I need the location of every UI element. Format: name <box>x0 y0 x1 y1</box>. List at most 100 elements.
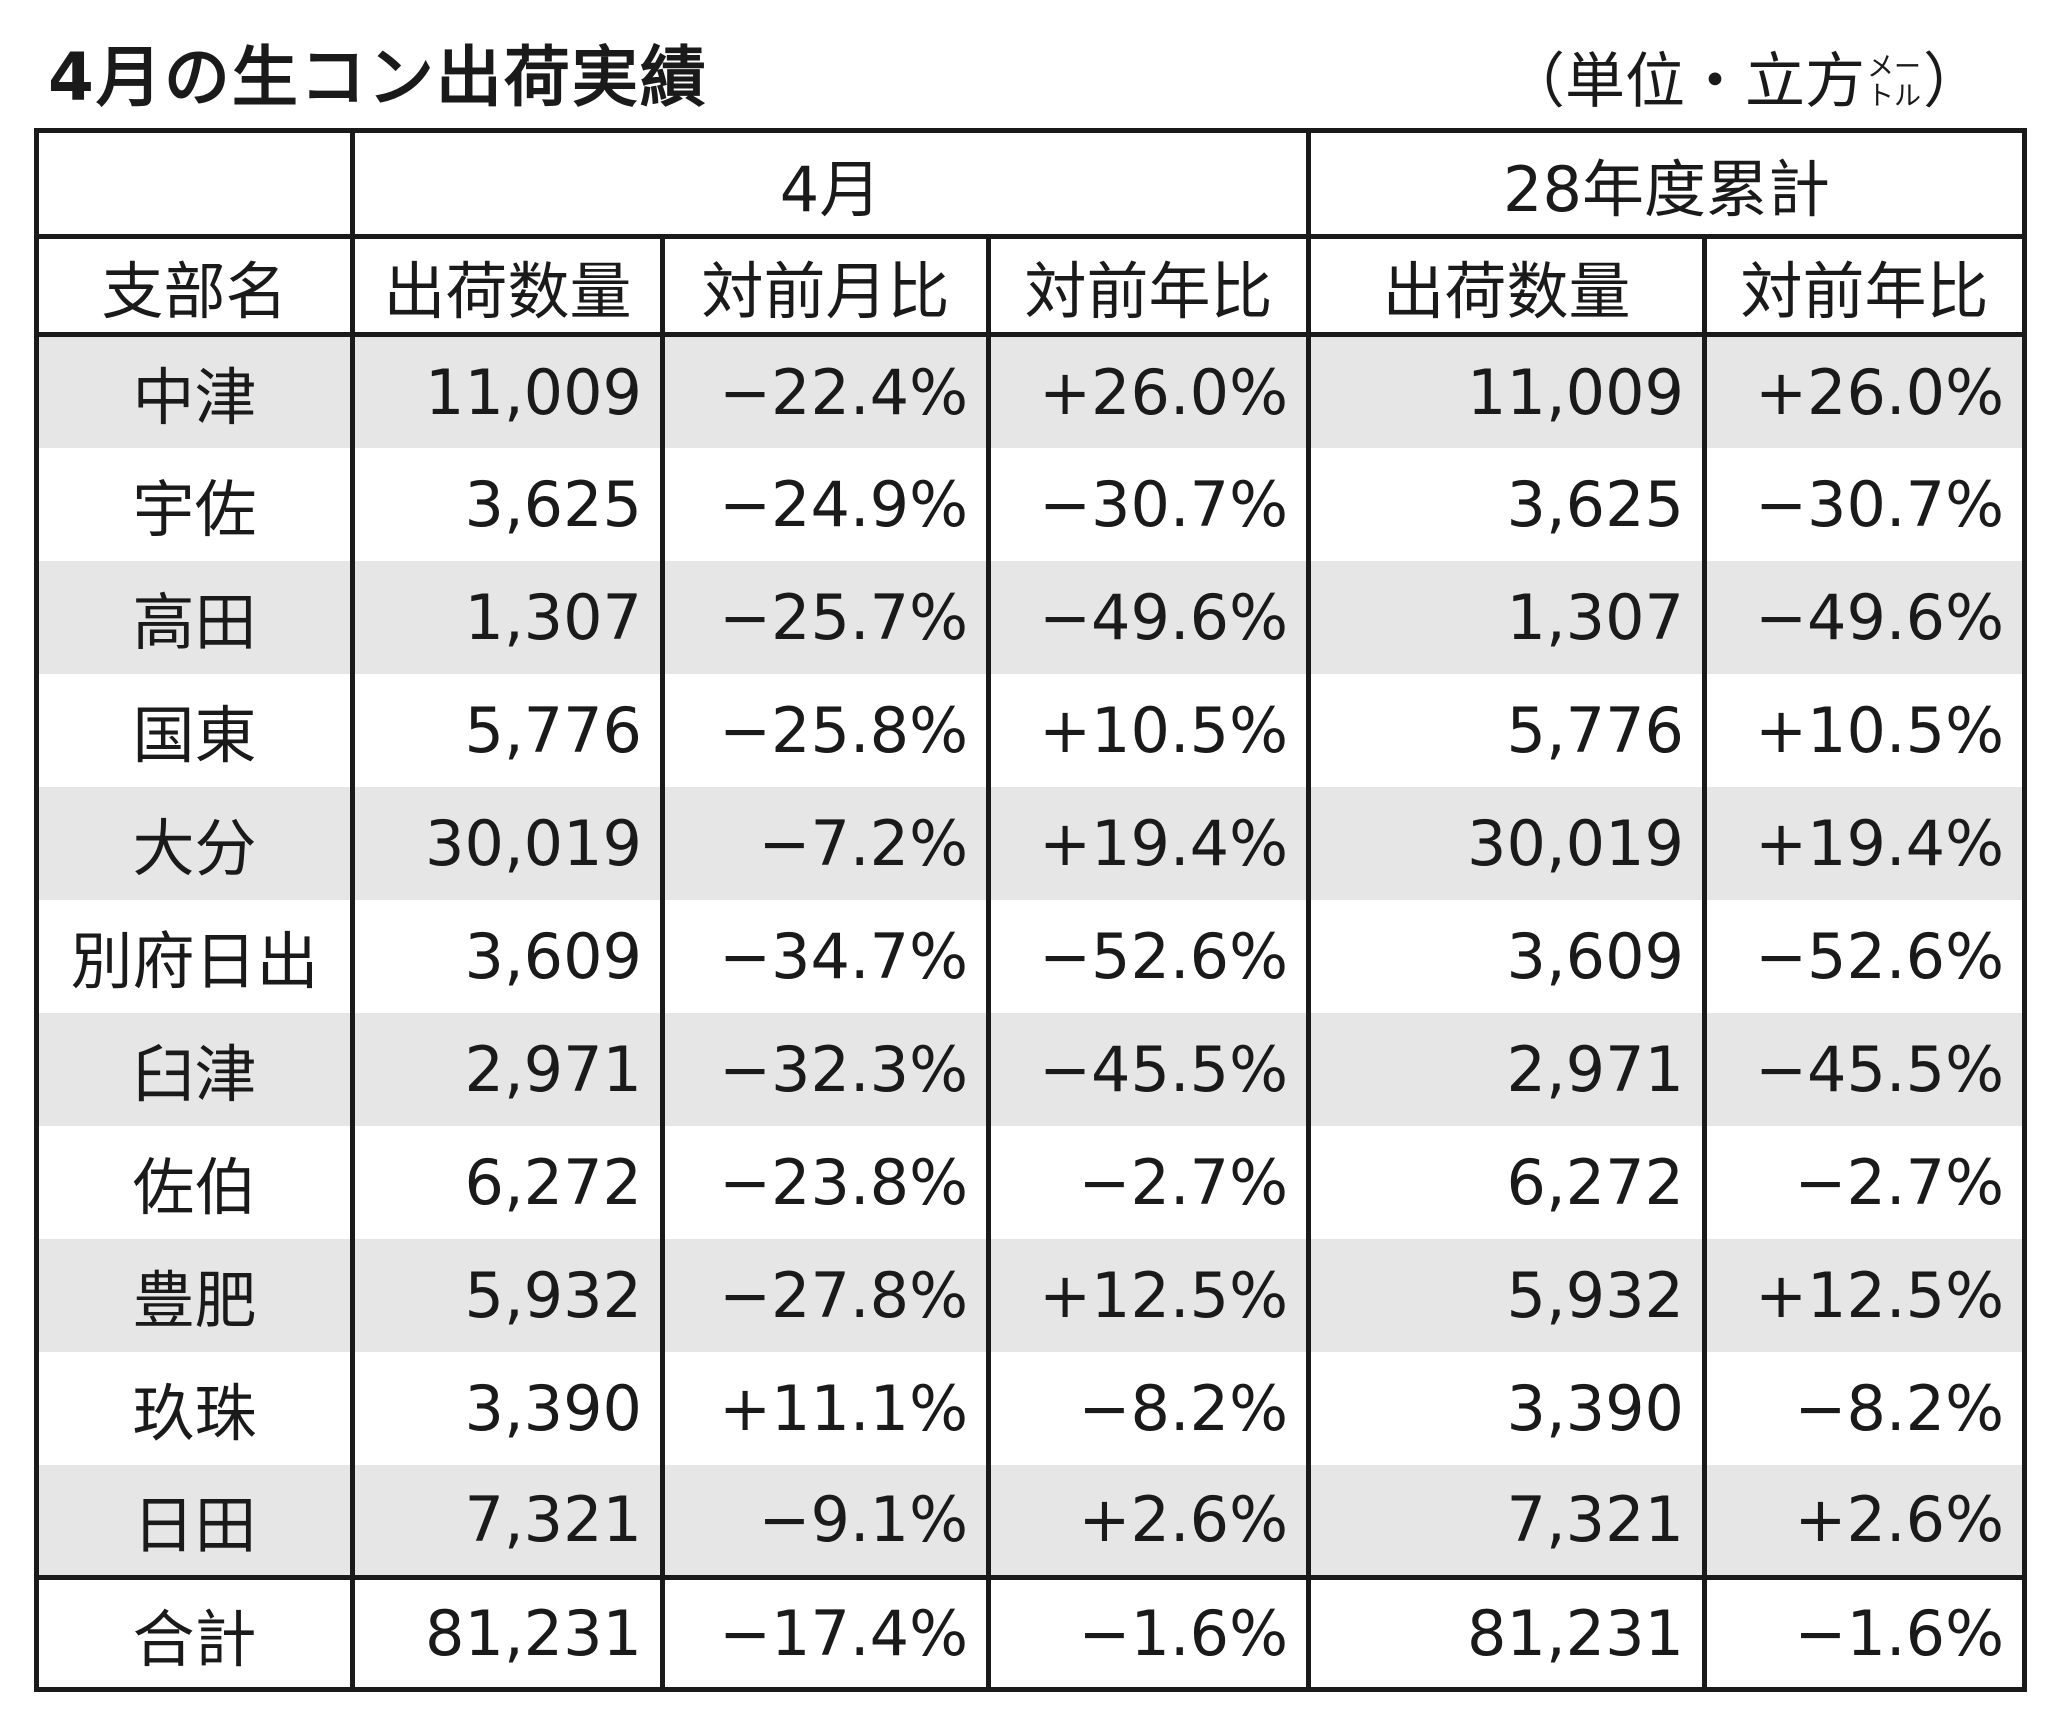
cell-branch-name: 日田 <box>34 1464 355 1578</box>
column-header-month-yoy: 対前年比 <box>986 236 1311 337</box>
cell-month-qty: 5,932 <box>350 1238 665 1352</box>
cell-month-yoy: +12.5% <box>986 1238 1311 1352</box>
table-row: 日田 7,321 −9.1% +2.6% 7,321 +2.6% <box>34 1464 2027 1578</box>
column-header-ytd-qty: 出荷数量 <box>1306 236 1707 337</box>
unit-note-bottom: トル <box>1867 81 1921 112</box>
unit-note-close: ） <box>1923 47 1983 117</box>
cell-ytd-yoy: −30.7% <box>1702 447 2027 561</box>
table-row: 玖珠 3,390 +11.1% −8.2% 3,390 −8.2% <box>34 1351 2027 1465</box>
cell-month-yoy: +19.4% <box>986 786 1311 900</box>
cell-month-mom: −23.8% <box>660 1125 991 1239</box>
cell-ytd-yoy: +2.6% <box>1702 1464 2027 1578</box>
cell-ytd-qty: 11,009 <box>1306 334 1707 448</box>
table-row: 大分 30,019 −7.2% +19.4% 30,019 +19.4% <box>34 786 2027 900</box>
cell-ytd-qty: 3,390 <box>1306 1351 1707 1465</box>
header-group-ytd: 28年度累計 <box>1306 128 2027 239</box>
table-row: 別府日出 3,609 −34.7% −52.6% 3,609 −52.6% <box>34 899 2027 1013</box>
total-row: 合計 81,231 −17.4% −1.6% 81,231 −1.6% <box>34 1575 2027 1692</box>
cell-ytd-yoy: −49.6% <box>1702 560 2027 674</box>
unit-note-stack: メー トル <box>1867 53 1921 111</box>
table-row: 佐伯 6,272 −23.8% −2.7% 6,272 −2.7% <box>34 1125 2027 1239</box>
cell-ytd-yoy: −8.2% <box>1702 1351 2027 1465</box>
total-ytd-yoy: −1.6% <box>1702 1575 2027 1692</box>
cell-month-yoy: −52.6% <box>986 899 1311 1013</box>
cell-ytd-yoy: +10.5% <box>1702 673 2027 787</box>
cell-ytd-yoy: −2.7% <box>1702 1125 2027 1239</box>
table-row: 中津 11,009 −22.4% +26.0% 11,009 +26.0% <box>34 334 2027 448</box>
cell-month-qty: 3,609 <box>350 899 665 1013</box>
cell-branch-name: 別府日出 <box>34 899 355 1013</box>
cell-month-qty: 11,009 <box>350 334 665 448</box>
unit-note-top: メー <box>1867 52 1921 83</box>
total-ytd-qty: 81,231 <box>1306 1575 1707 1692</box>
total-month-yoy: −1.6% <box>986 1575 1311 1692</box>
cell-ytd-qty: 2,971 <box>1306 1012 1707 1126</box>
unit-note-open: （単位・立方 <box>1505 47 1865 117</box>
cell-month-yoy: −45.5% <box>986 1012 1311 1126</box>
cell-month-yoy: −30.7% <box>986 447 1311 561</box>
cell-branch-name: 高田 <box>34 560 355 674</box>
cell-month-qty: 3,390 <box>350 1351 665 1465</box>
cell-branch-name: 佐伯 <box>34 1125 355 1239</box>
cell-month-qty: 2,971 <box>350 1012 665 1126</box>
total-branch-name: 合計 <box>34 1575 355 1692</box>
shipment-table: 4月 28年度累計 支部名 出荷数量 対前月比 対前年比 出荷数量 対前年比 中… <box>34 128 2027 1692</box>
cell-month-qty: 3,625 <box>350 447 665 561</box>
cell-branch-name: 国東 <box>34 673 355 787</box>
cell-branch-name: 宇佐 <box>34 447 355 561</box>
cell-ytd-yoy: +26.0% <box>1702 334 2027 448</box>
total-month-qty: 81,231 <box>350 1575 665 1692</box>
cell-branch-name: 臼津 <box>34 1012 355 1126</box>
table-row: 高田 1,307 −25.7% −49.6% 1,307 −49.6% <box>34 560 2027 674</box>
cell-month-yoy: +26.0% <box>986 334 1311 448</box>
cell-month-yoy: +2.6% <box>986 1464 1311 1578</box>
cell-ytd-qty: 7,321 <box>1306 1464 1707 1578</box>
column-header-month-qty: 出荷数量 <box>350 236 665 337</box>
table-row: 宇佐 3,625 −24.9% −30.7% 3,625 −30.7% <box>34 447 2027 561</box>
header-row-group: 4月 28年度累計 <box>34 128 2027 239</box>
cell-month-yoy: −49.6% <box>986 560 1311 674</box>
cell-ytd-qty: 6,272 <box>1306 1125 1707 1239</box>
header-group-month: 4月 <box>350 128 1311 239</box>
cell-month-qty: 5,776 <box>350 673 665 787</box>
cell-month-mom: −25.7% <box>660 560 991 674</box>
header-blank-cell <box>34 128 355 239</box>
cell-month-yoy: −8.2% <box>986 1351 1311 1465</box>
cell-ytd-qty: 30,019 <box>1306 786 1707 900</box>
cell-ytd-yoy: +19.4% <box>1702 786 2027 900</box>
cell-month-qty: 6,272 <box>350 1125 665 1239</box>
column-header-branch: 支部名 <box>34 236 355 337</box>
cell-month-mom: −24.9% <box>660 447 991 561</box>
table-row: 国東 5,776 −25.8% +10.5% 5,776 +10.5% <box>34 673 2027 787</box>
cell-month-qty: 30,019 <box>350 786 665 900</box>
cell-month-mom: −27.8% <box>660 1238 991 1352</box>
cell-month-yoy: −2.7% <box>986 1125 1311 1239</box>
cell-ytd-qty: 5,776 <box>1306 673 1707 787</box>
table-row: 豊肥 5,932 −27.8% +12.5% 5,932 +12.5% <box>34 1238 2027 1352</box>
cell-ytd-qty: 5,932 <box>1306 1238 1707 1352</box>
cell-month-qty: 1,307 <box>350 560 665 674</box>
cell-ytd-yoy: +12.5% <box>1702 1238 2027 1352</box>
cell-month-mom: −22.4% <box>660 334 991 448</box>
unit-note: （単位・立方 メー トル ） <box>1505 44 1983 120</box>
cell-ytd-qty: 3,625 <box>1306 447 1707 561</box>
cell-branch-name: 玖珠 <box>34 1351 355 1465</box>
cell-month-mom: −9.1% <box>660 1464 991 1578</box>
cell-branch-name: 大分 <box>34 786 355 900</box>
total-month-mom: −17.4% <box>660 1575 991 1692</box>
cell-ytd-qty: 1,307 <box>1306 560 1707 674</box>
header-row-columns: 支部名 出荷数量 対前月比 対前年比 出荷数量 対前年比 <box>34 236 2027 337</box>
cell-ytd-yoy: −52.6% <box>1702 899 2027 1013</box>
cell-month-yoy: +10.5% <box>986 673 1311 787</box>
cell-month-mom: −32.3% <box>660 1012 991 1126</box>
cell-month-mom: −34.7% <box>660 899 991 1013</box>
cell-ytd-yoy: −45.5% <box>1702 1012 2027 1126</box>
cell-month-mom: −7.2% <box>660 786 991 900</box>
cell-branch-name: 中津 <box>34 334 355 448</box>
table-row: 臼津 2,971 −32.3% −45.5% 2,971 −45.5% <box>34 1012 2027 1126</box>
column-header-ytd-yoy: 対前年比 <box>1702 236 2027 337</box>
cell-month-mom: +11.1% <box>660 1351 991 1465</box>
cell-month-mom: −25.8% <box>660 673 991 787</box>
cell-branch-name: 豊肥 <box>34 1238 355 1352</box>
cell-month-qty: 7,321 <box>350 1464 665 1578</box>
